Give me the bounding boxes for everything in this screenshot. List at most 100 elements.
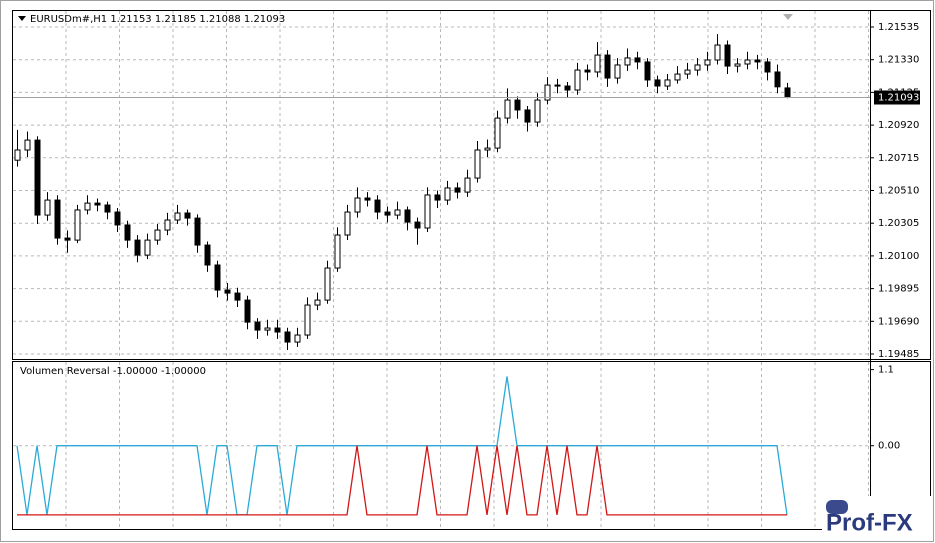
candle-body xyxy=(494,117,501,149)
candle-body xyxy=(714,44,721,61)
candle-body xyxy=(564,85,571,91)
candle-body xyxy=(214,264,221,291)
candle-body xyxy=(284,331,291,343)
candle-body xyxy=(704,59,711,66)
logo-shape xyxy=(826,500,848,514)
candle-body xyxy=(144,239,151,256)
candle-body xyxy=(154,229,161,241)
candle-body xyxy=(544,84,551,101)
candle-body xyxy=(304,304,311,336)
main-panel-border xyxy=(12,10,931,360)
candle-body xyxy=(694,64,701,71)
candle-body xyxy=(474,149,481,179)
candle-body xyxy=(524,109,531,123)
candle-body xyxy=(334,234,341,269)
y-tick-label: 1.19485 xyxy=(878,349,919,360)
candle-body xyxy=(664,79,671,87)
candle-body xyxy=(44,199,51,216)
candle-body xyxy=(644,61,651,81)
candle-body xyxy=(414,221,421,229)
candle-body xyxy=(354,197,361,213)
candle-body xyxy=(724,44,731,67)
candle-body xyxy=(634,57,641,63)
candle-body xyxy=(554,84,561,87)
candle-body xyxy=(734,63,741,67)
candle-body xyxy=(614,64,621,79)
candle-body xyxy=(384,211,391,216)
y-tick-label: 1.21330 xyxy=(878,55,919,66)
current-price-label: 1.21093 xyxy=(878,93,919,104)
candle-body xyxy=(444,187,451,201)
candle-body xyxy=(224,289,231,294)
candle-body xyxy=(464,177,471,193)
watermark-logo: Prof-FX xyxy=(822,496,932,538)
candle-body xyxy=(164,219,171,231)
candle-body xyxy=(194,217,201,246)
candle-body xyxy=(184,212,191,219)
candle-body xyxy=(24,139,31,151)
indicator-line xyxy=(16,376,788,516)
y-tick-label: 1.20510 xyxy=(878,186,919,197)
candle-body xyxy=(324,267,331,301)
candle-body xyxy=(484,147,491,151)
candle-body xyxy=(74,209,81,241)
y-tick-label: 1.1 xyxy=(878,365,894,376)
candle-body xyxy=(674,73,681,81)
y-tick-label: 1.19895 xyxy=(878,284,919,295)
candle-body xyxy=(314,299,321,306)
candle-body xyxy=(404,209,411,223)
watermark: Prof-FX xyxy=(826,509,913,536)
candle-body xyxy=(654,79,661,87)
candle-body xyxy=(14,149,21,161)
candle-body xyxy=(764,61,771,73)
candle-body xyxy=(514,99,521,111)
y-tick-label: 0.00 xyxy=(878,441,900,452)
candle-body xyxy=(744,59,751,65)
y-tick-label: 1.19690 xyxy=(878,316,919,327)
candle-body xyxy=(754,59,761,63)
header-triangle xyxy=(18,16,26,21)
candle-body xyxy=(364,197,371,201)
indicator-title: Volumen Reversal -1.00000 -1.00000 xyxy=(20,366,206,377)
vertical-grid xyxy=(65,11,869,529)
candle-body xyxy=(294,334,301,343)
candle-body xyxy=(254,321,261,331)
candle-body xyxy=(424,194,431,229)
candle-body xyxy=(684,69,691,75)
candle-body xyxy=(114,211,121,226)
y-tick-label: 1.20100 xyxy=(878,251,919,262)
y-tick-label: 1.20305 xyxy=(878,218,919,229)
candle-body xyxy=(264,327,271,331)
candle-body xyxy=(174,212,181,221)
y-tick-label: 1.20715 xyxy=(878,153,919,164)
candle-body xyxy=(84,202,91,211)
y-tick-label: 1.21535 xyxy=(878,22,919,33)
candle-body xyxy=(534,99,541,123)
y-tick-label: 1.20920 xyxy=(878,120,919,131)
candle-body xyxy=(34,139,41,216)
candle-body xyxy=(64,237,71,241)
candle-body xyxy=(244,299,251,323)
indicator-panel-border xyxy=(12,361,931,530)
candle-body xyxy=(104,204,111,213)
candle-body xyxy=(784,87,791,99)
candle-body xyxy=(504,99,511,119)
candle-body xyxy=(624,57,631,66)
candle-body xyxy=(134,239,141,256)
candle-body xyxy=(394,209,401,216)
candle-body xyxy=(234,292,241,301)
candle-body xyxy=(604,54,611,79)
candle-body xyxy=(454,187,461,193)
candle-body xyxy=(204,244,211,266)
candle-body xyxy=(274,327,281,333)
candle-body xyxy=(574,69,581,91)
current-price-box xyxy=(874,90,920,105)
candle-body xyxy=(94,202,101,206)
candle-body xyxy=(594,54,601,73)
candle-body xyxy=(124,224,131,241)
candle-body xyxy=(54,199,61,239)
candle-body xyxy=(374,199,381,213)
